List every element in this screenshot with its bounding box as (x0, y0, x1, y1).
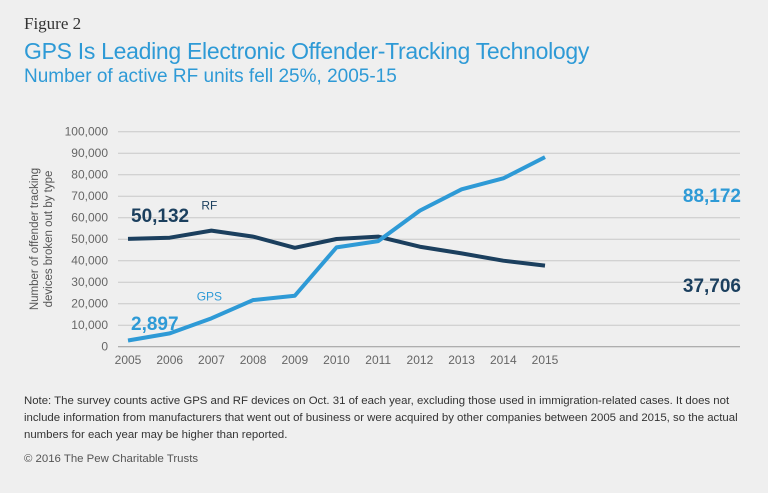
y-tick-label: 0 (101, 340, 108, 354)
y-tick-label: 20,000 (71, 297, 108, 311)
y-axis-label: Number of offender tracking devices broke… (29, 168, 55, 310)
y-tick-label: 50,000 (71, 232, 108, 246)
rf-series-label: RF (201, 199, 217, 213)
gps-end-value: 88,172 (683, 186, 741, 207)
y-tick-label: 100,000 (65, 125, 109, 139)
copyright: © 2016 The Pew Charitable Trusts (24, 453, 199, 465)
gps-series-label: GPS (197, 289, 222, 303)
x-tick-label: 2015 (532, 353, 559, 367)
y-tick-label: 90,000 (71, 146, 108, 160)
gps-start-value: 2,897 (131, 314, 179, 335)
y-tick-label: 30,000 (71, 275, 108, 289)
y-tick-label: 70,000 (71, 189, 108, 203)
y-tick-label: 10,000 (71, 318, 108, 332)
figure-label: Figure 2 (24, 14, 82, 33)
chart-subtitle: Number of active RF units fell 25%, 2005… (24, 66, 397, 87)
x-tick-label: 2013 (448, 353, 475, 367)
rf-start-value: 50,132 (131, 206, 189, 227)
y-tick-label: 60,000 (71, 211, 108, 225)
x-tick-label: 2014 (490, 353, 517, 367)
y-tick-label: 40,000 (71, 254, 108, 268)
x-tick-label: 2008 (240, 353, 267, 367)
y-tick-label: 80,000 (71, 168, 108, 182)
chart-note: Note: The survey counts active GPS and R… (24, 395, 738, 441)
x-tick-label: 2005 (115, 353, 142, 367)
x-tick-label: 2011 (365, 353, 391, 367)
x-tick-label: 2007 (198, 353, 225, 367)
x-tick-label: 2009 (281, 353, 308, 367)
chart-title: GPS Is Leading Electronic Offender-Track… (24, 38, 590, 64)
gps-line (127, 155, 546, 343)
x-tick-label: 2012 (407, 353, 434, 367)
rf-end-value: 37,706 (683, 276, 741, 297)
x-tick-label: 2010 (323, 353, 350, 367)
x-tick-label: 2006 (156, 353, 183, 367)
